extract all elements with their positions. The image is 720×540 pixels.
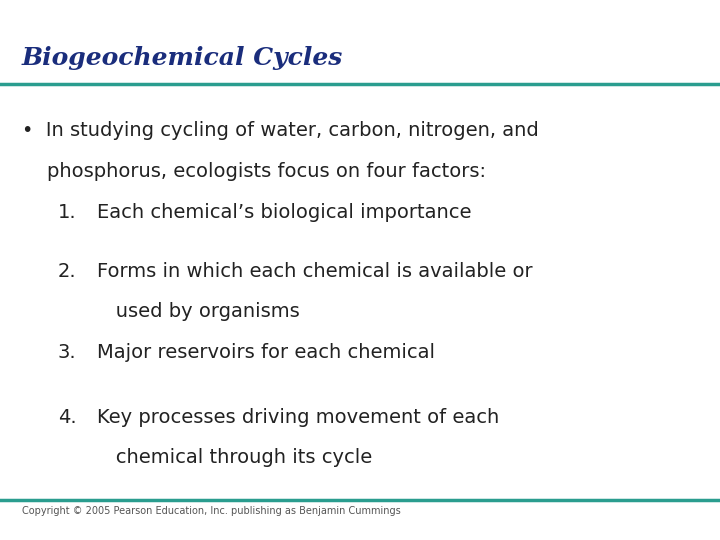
- Text: Major reservoirs for each chemical: Major reservoirs for each chemical: [97, 343, 435, 362]
- Text: •  In studying cycling of water, carbon, nitrogen, and: • In studying cycling of water, carbon, …: [22, 122, 539, 140]
- Text: phosphorus, ecologists focus on four factors:: phosphorus, ecologists focus on four fac…: [22, 162, 485, 181]
- Text: 3.: 3.: [58, 343, 76, 362]
- Text: 4.: 4.: [58, 408, 76, 427]
- Text: chemical through its cycle: chemical through its cycle: [97, 448, 372, 467]
- Text: Copyright © 2005 Pearson Education, Inc. publishing as Benjamin Cummings: Copyright © 2005 Pearson Education, Inc.…: [22, 506, 400, 516]
- Text: Forms in which each chemical is available or: Forms in which each chemical is availabl…: [97, 262, 533, 281]
- Text: Biogeochemical Cycles: Biogeochemical Cycles: [22, 46, 343, 70]
- Text: used by organisms: used by organisms: [97, 302, 300, 321]
- Text: 2.: 2.: [58, 262, 76, 281]
- Text: Key processes driving movement of each: Key processes driving movement of each: [97, 408, 500, 427]
- Text: 1.: 1.: [58, 202, 76, 221]
- Text: Each chemical’s biological importance: Each chemical’s biological importance: [97, 202, 472, 221]
